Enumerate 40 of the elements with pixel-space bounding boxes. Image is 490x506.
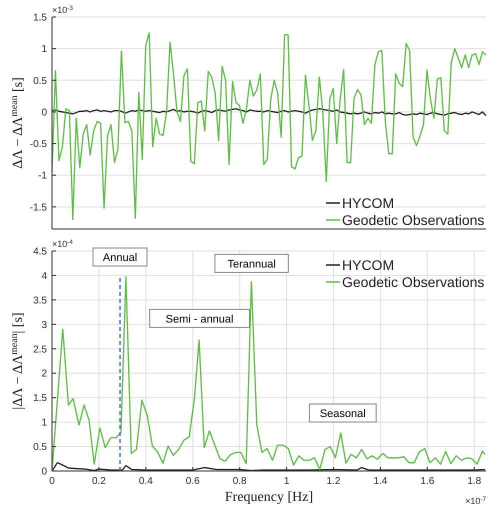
text: ×10$^{-4}$	[52, 238, 74, 249]
y-tick-label: 3.5	[33, 295, 48, 306]
text: ×10$^{-7}$	[465, 496, 486, 506]
x-tick-label: 1.6	[420, 476, 435, 487]
y-tick-label: 0	[41, 107, 48, 118]
y-tick-label: 1.5	[33, 12, 48, 24]
x-tick-label: 1.4	[373, 476, 388, 487]
x-tick-label: 0.8	[232, 476, 248, 487]
y-tick-label: 0	[41, 466, 48, 478]
x-tick-label: 0.4	[138, 476, 154, 487]
x-tick-label: 0.6	[186, 476, 200, 487]
x-tick-label: 1	[284, 476, 290, 487]
legend-label: Geodetic Observations	[342, 274, 484, 290]
ref-line-label: Annual	[102, 252, 138, 264]
y-tick-label: 2.5	[33, 344, 48, 356]
text: ×10$^{-3}$	[52, 4, 74, 15]
x-tick-label: 1.8	[467, 476, 482, 487]
y-tick-label: 1	[41, 418, 48, 429]
annotation: Terannual	[227, 258, 276, 270]
y-tick-label: -0.5	[30, 139, 48, 150]
legend-label: Geodetic Observations	[342, 212, 484, 228]
x-tick-label: 1.2	[326, 476, 341, 487]
x-axis-title: Frequency [Hz]	[224, 490, 314, 505]
y-tick-label: 4	[41, 270, 48, 282]
line-series	[51, 108, 487, 116]
legend-label: HYCOM	[342, 257, 394, 273]
y-tick-label: -1	[38, 170, 48, 182]
y-tick-label: 3	[41, 320, 48, 331]
y-tick-label: 1.5	[33, 393, 48, 404]
legend-label: HYCOM	[342, 195, 394, 211]
y-tick-label: 0.5	[33, 442, 48, 454]
y-tick-label: 4.5	[33, 246, 48, 258]
y-tick-label: -1.5	[30, 202, 48, 214]
x-tick-label: 0	[49, 476, 56, 487]
annotation: Seasonal	[320, 408, 366, 420]
x-tick-label: 0.2	[92, 476, 106, 487]
y-tick-label: 0.5	[33, 76, 48, 87]
annotation: Semi - annual	[166, 313, 234, 326]
y-tick-label: 1	[41, 44, 48, 56]
y-tick-label: 2	[41, 368, 48, 380]
